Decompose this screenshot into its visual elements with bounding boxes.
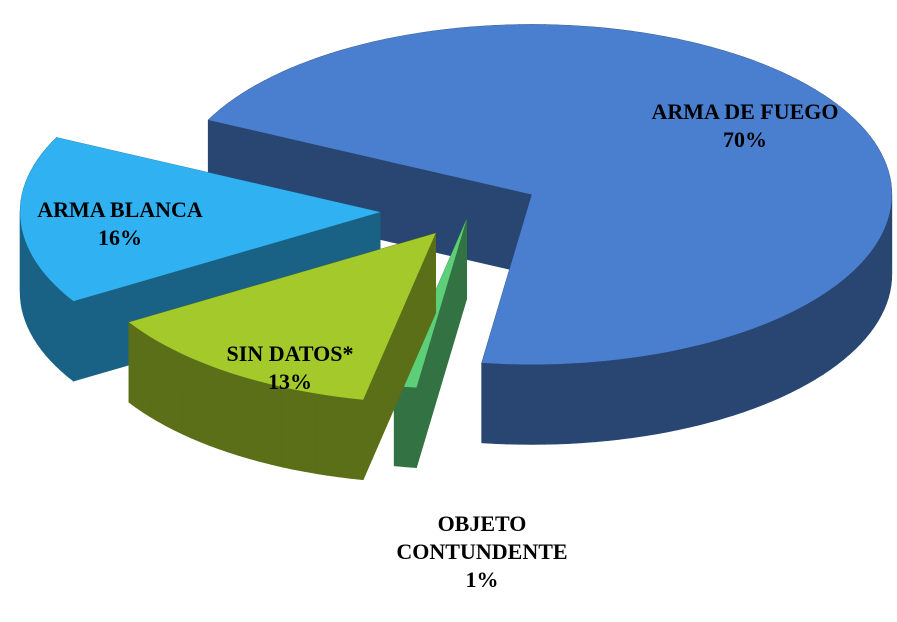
slice-side: [799, 303, 808, 389]
slice-side: [315, 393, 328, 476]
slice-side: [722, 335, 734, 420]
slice-side: [772, 316, 783, 402]
slice-side: [732, 331, 744, 416]
slice-side: [642, 353, 656, 437]
slice-top: [128, 233, 436, 400]
slice-side: [594, 360, 607, 443]
slice-side: [50, 279, 56, 367]
slice-top: [208, 24, 892, 365]
slice-label: ARMA BLANCA 16%: [0, 196, 250, 252]
slice-side: [762, 320, 773, 406]
slice-side: [849, 268, 856, 355]
slice-side: [60, 290, 68, 377]
slice-side: [36, 262, 42, 351]
slice-side: [689, 344, 702, 428]
slice-side: [544, 363, 558, 445]
slice-side: [781, 312, 792, 398]
slice-side: [327, 395, 340, 478]
slice-side: [829, 283, 838, 371]
slice-side: [836, 278, 844, 366]
slice-side: [666, 349, 679, 433]
slice-side: [743, 328, 754, 413]
slice-side: [66, 295, 74, 382]
value-label: 1%: [465, 567, 499, 592]
slice-side: [40, 268, 46, 356]
slice-side: [304, 391, 317, 474]
slice: [128, 232, 436, 481]
slice-side: [753, 324, 764, 409]
slice-side: [822, 288, 831, 375]
slice-side: [883, 223, 887, 310]
slice-side: [531, 364, 545, 445]
slice-side: [270, 384, 283, 468]
slice-side: [27, 246, 31, 333]
slice-side: [393, 219, 467, 466]
slice-side: [869, 246, 875, 334]
slice-side: [556, 363, 570, 445]
slice-side: [815, 293, 824, 380]
slice: [207, 24, 893, 445]
slice-side: [843, 273, 850, 361]
category-label: OBJETO CONTUNDENTE: [396, 511, 568, 564]
slice-label: OBJETO CONTUNDENTE 1%: [387, 510, 577, 594]
slice-label: SIN DATOS* 13%: [160, 340, 420, 396]
slice-side: [350, 398, 364, 481]
slice-side: [865, 251, 871, 340]
slice-side: [618, 357, 632, 440]
value-label: 70%: [723, 127, 767, 152]
value-label: 13%: [268, 369, 312, 394]
slice-side: [700, 341, 713, 425]
category-label: ARMA DE FUEGO: [651, 99, 839, 124]
slice-side: [654, 351, 667, 435]
slice-side: [45, 274, 51, 362]
slice-side: [860, 257, 866, 345]
slice-side: [292, 388, 305, 472]
slice-side: [581, 361, 595, 444]
slice-top: [20, 137, 381, 302]
slice-side: [281, 386, 294, 470]
category-label: SIN DATOS*: [226, 341, 354, 366]
slice-side: [677, 346, 690, 431]
slice-side: [55, 284, 62, 372]
slice-side: [30, 251, 34, 340]
slice-side: [606, 359, 620, 442]
slice-side: [630, 355, 644, 439]
slice-side: [807, 298, 816, 385]
slice-side: [855, 262, 861, 350]
slice-side: [880, 229, 885, 316]
slice-side: [790, 307, 800, 394]
slice-side: [339, 396, 352, 479]
slice-label: ARMA DE FUEGO 70%: [615, 98, 875, 154]
slice-side: [506, 363, 520, 445]
slice-side: [711, 338, 723, 423]
slice-side: [877, 234, 882, 323]
value-label: 16%: [98, 225, 142, 250]
slice-side: [518, 364, 533, 445]
slice-side: [873, 240, 879, 329]
slice-side: [569, 362, 583, 444]
category-label: ARMA BLANCA: [37, 197, 203, 222]
slice-side: [33, 257, 38, 345]
